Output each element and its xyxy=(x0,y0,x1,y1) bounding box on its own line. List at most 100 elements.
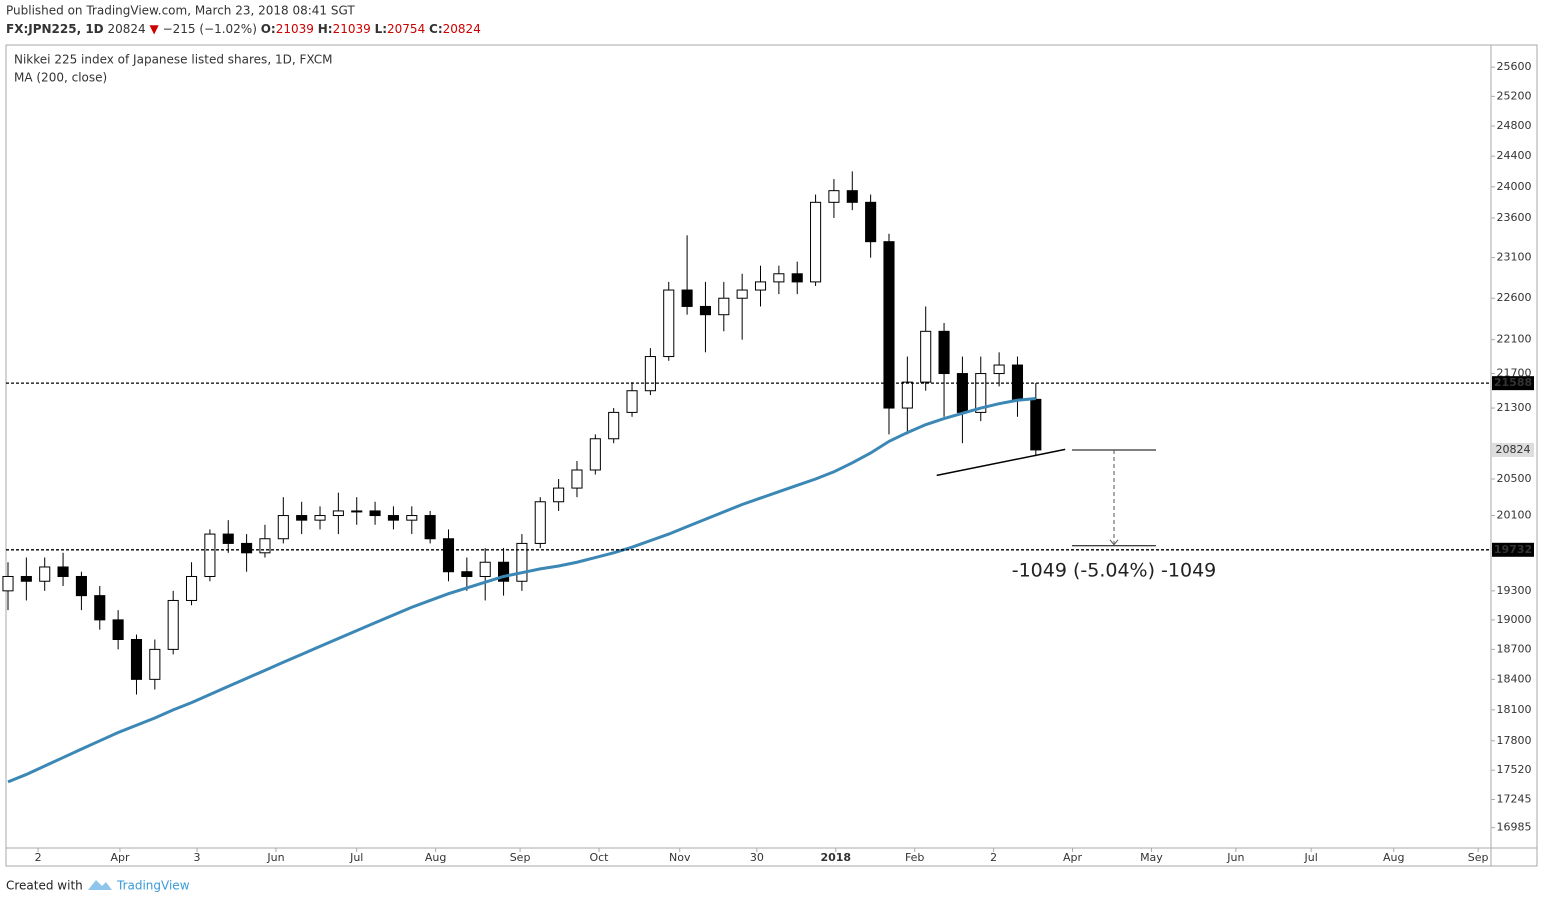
y-tick-label: 24000 xyxy=(1497,180,1532,193)
x-tick-label: 30 xyxy=(750,851,764,864)
candle-body xyxy=(828,190,840,203)
y-tick-label: 25200 xyxy=(1497,89,1532,102)
frame xyxy=(5,44,1538,867)
candle-body xyxy=(20,575,32,582)
candle-body xyxy=(791,273,803,283)
published: Published on TradingView.com, March 23, … xyxy=(6,4,355,18)
logo xyxy=(88,880,112,890)
symbol: FX:JPN225, 1D xyxy=(6,22,104,36)
candle-body xyxy=(112,619,124,640)
candle-body xyxy=(810,201,822,283)
candle-body xyxy=(589,438,601,471)
ohlc-label: O: xyxy=(261,22,276,36)
candle-body xyxy=(516,542,528,582)
footer[interactable]: Created with TradingView xyxy=(6,879,190,893)
x-tick-label: Feb xyxy=(905,851,924,864)
ma-line xyxy=(7,397,1036,784)
ohlc-value: 21039 xyxy=(333,22,371,36)
candle-body xyxy=(1011,364,1024,400)
candle-body xyxy=(369,510,381,517)
candle-body xyxy=(681,289,693,307)
candle-body xyxy=(39,566,51,582)
y-tick-label: 25600 xyxy=(1497,60,1532,73)
candle-body xyxy=(699,305,711,316)
candle-body xyxy=(2,575,14,592)
candle-body xyxy=(901,381,913,409)
candle-body xyxy=(846,190,858,203)
y-tick-label: 19000 xyxy=(1497,613,1532,626)
y-tick-label: 18700 xyxy=(1497,642,1532,655)
candle-body xyxy=(277,515,289,540)
symbol-line: FX:JPN225, 1D 20824 ▼ −215 (−1.02%) O:21… xyxy=(6,22,481,36)
candle-body xyxy=(406,515,418,521)
candle-body xyxy=(644,356,656,392)
brand[interactable]: TradingView xyxy=(116,879,190,893)
measure-label: -1049 (-5.04%) -1049 xyxy=(1012,559,1217,581)
down-arrow: ▼ xyxy=(150,22,160,36)
y-tick-label: 22100 xyxy=(1497,333,1532,346)
x-tick-label: 2 xyxy=(990,851,997,864)
candle-body xyxy=(424,515,436,540)
x-tick-label: Sep xyxy=(510,851,531,864)
x-tick-label: May xyxy=(1140,851,1163,864)
candle-body xyxy=(314,515,326,521)
candle-body xyxy=(993,364,1005,375)
candle-body xyxy=(351,510,363,513)
candle-body xyxy=(259,538,271,554)
level-tag-label: 19732 xyxy=(1494,543,1532,556)
ohlc-label: H: xyxy=(318,22,333,36)
x-tick-label: Aug xyxy=(425,851,446,864)
x-tick-label: Jun xyxy=(266,851,284,864)
candle-body xyxy=(938,330,950,375)
x-tick-label: 3 xyxy=(194,851,201,864)
candle-body xyxy=(332,510,344,517)
candle-body xyxy=(130,638,143,680)
candle-body xyxy=(461,571,473,577)
y-tick-label: 16985 xyxy=(1497,821,1532,834)
y-tick-label: 23600 xyxy=(1497,211,1532,224)
candle-body xyxy=(185,575,198,601)
candle-body xyxy=(571,469,583,489)
ohlc-label: L: xyxy=(375,22,387,36)
y-tick-label: 18400 xyxy=(1497,672,1532,685)
level-tag-label: 21588 xyxy=(1494,376,1532,389)
ohlc-value: 20754 xyxy=(387,22,425,36)
candle-body xyxy=(222,533,234,544)
chart-title: Nikkei 225 index of Japanese listed shar… xyxy=(14,53,332,67)
candle-body xyxy=(883,241,895,409)
y-tick-label: 17800 xyxy=(1497,734,1532,747)
x-tick-label: Nov xyxy=(669,851,691,864)
trendline xyxy=(936,448,1066,477)
x-tick-label: Jul xyxy=(349,851,363,864)
candle-body xyxy=(241,542,253,554)
candle-body xyxy=(1030,398,1042,451)
x-tick-label: Sep xyxy=(1468,851,1489,864)
candle-body xyxy=(204,533,216,577)
y-tick-label: 24800 xyxy=(1497,119,1532,132)
candle-body xyxy=(57,566,69,577)
x-tick-label: Oct xyxy=(589,851,609,864)
y-tick-label: 20100 xyxy=(1497,509,1532,522)
x-tick-label: Apr xyxy=(1063,851,1083,864)
y-tick-label: 21300 xyxy=(1497,401,1532,414)
candle-body xyxy=(718,297,730,316)
measure-arrowhead xyxy=(1109,539,1119,546)
last-price-label: 20824 xyxy=(1496,443,1531,456)
y-tick-label: 20500 xyxy=(1497,472,1532,485)
ohlc-value: 21039 xyxy=(276,22,314,36)
candle-body xyxy=(553,487,565,503)
y-tick-label: 17245 xyxy=(1497,793,1532,806)
x-tick-label: Jul xyxy=(1303,851,1317,864)
candle-body xyxy=(296,515,308,521)
candle-body xyxy=(773,273,785,283)
candle-body xyxy=(149,648,161,680)
x-tick-label: 2 xyxy=(35,851,42,864)
candle-body xyxy=(94,595,106,621)
created-with: Created with xyxy=(6,879,83,893)
x-tick-label: 2018 xyxy=(820,851,851,864)
candle-body xyxy=(663,289,675,358)
y-tick-label: 17520 xyxy=(1497,763,1532,776)
candle-body xyxy=(75,575,87,597)
level-tag xyxy=(1492,542,1534,557)
